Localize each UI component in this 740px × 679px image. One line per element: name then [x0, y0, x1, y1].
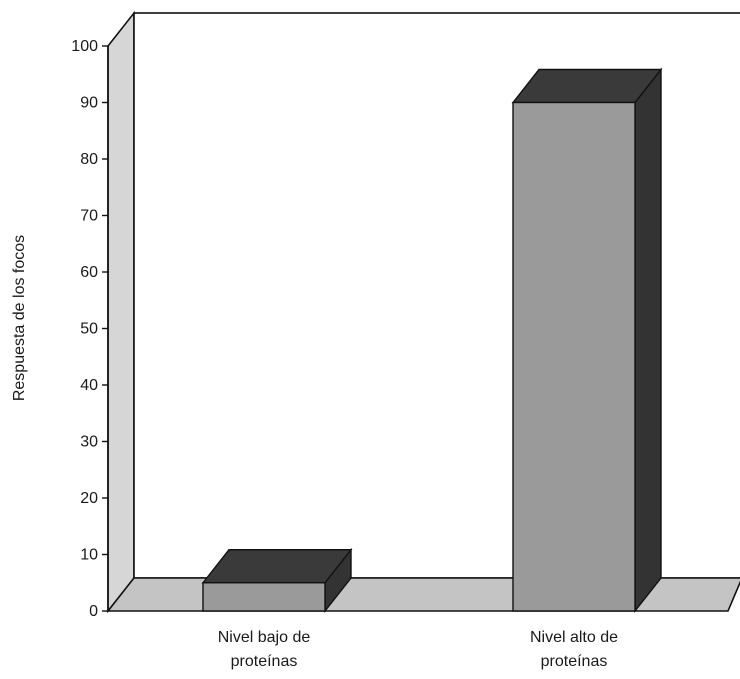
y-tick-label: 50 [80, 321, 98, 338]
bar-top-face [511, 68, 663, 104]
category-label: Nivel bajo de proteínas [218, 629, 311, 670]
bar [201, 547, 353, 614]
y-tick-label: 30 [80, 434, 98, 451]
bar-side-face [634, 67, 662, 614]
y-axis-title: Respuesta de los focos [11, 235, 28, 401]
bar-front-face [202, 582, 326, 612]
y-tick-label: 10 [80, 547, 98, 564]
x-axis-labels: Nivel bajo de proteínas Nivel alto de prote… [218, 629, 618, 670]
bar-front-face [512, 101, 636, 612]
y-tick-label: 20 [80, 490, 98, 507]
bar-top-face [201, 549, 353, 584]
bar [511, 67, 663, 614]
y-tick-label: 70 [80, 208, 98, 225]
bars [201, 67, 663, 614]
y-tick-label: 90 [80, 95, 98, 112]
y-tick-label: 80 [80, 151, 98, 168]
category-label: Nivel alto de proteínas [530, 629, 618, 670]
left-wall [107, 10, 135, 614]
y-tick-label: 40 [80, 377, 98, 394]
y-tick-label: 100 [71, 38, 98, 55]
y-tick-label: 0 [89, 603, 98, 620]
y-tick-label: 60 [80, 264, 98, 281]
y-axis: 0 10 20 30 40 50 60 70 80 90 100 [71, 38, 109, 620]
